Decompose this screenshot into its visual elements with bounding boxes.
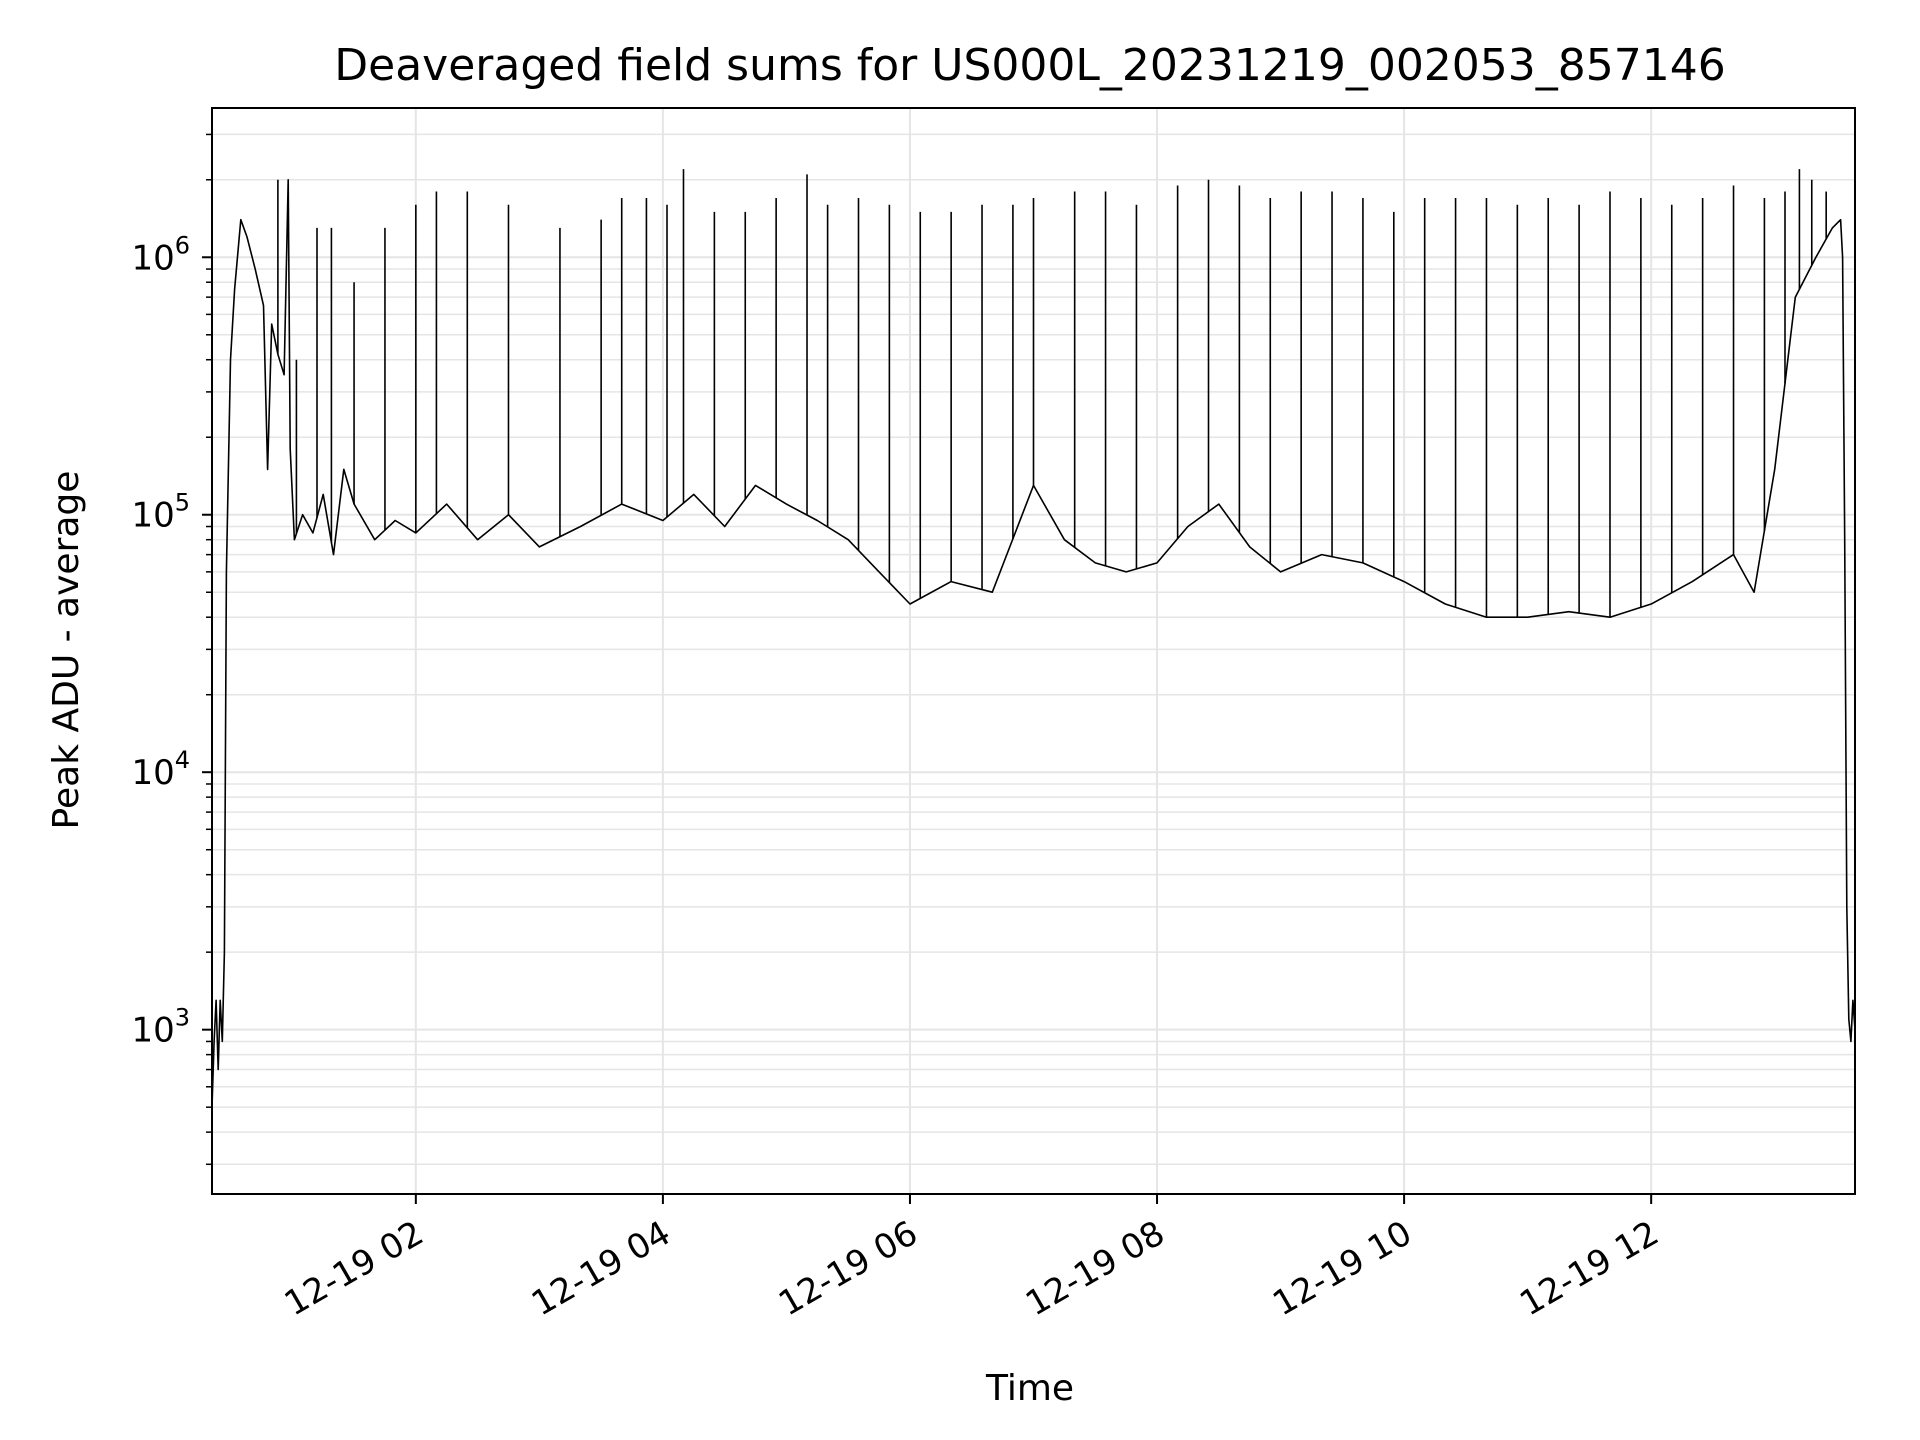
y-tick-label: 104 (131, 746, 190, 793)
y-tick-label: 103 (131, 1004, 190, 1051)
series-line (211, 179, 1856, 1108)
ticks (202, 133, 1653, 1204)
x-axis-label: Time (985, 1368, 1074, 1409)
series-layer (211, 169, 1856, 1108)
minor-grid (212, 133, 1855, 1166)
major-grid (212, 108, 1855, 1194)
y-tick-label: 106 (131, 231, 190, 278)
y-axis-label: Peak ADU - average (46, 471, 87, 830)
axes-frame (211, 107, 1856, 1195)
y-tick-label: 105 (131, 489, 190, 536)
chart-title: Deaveraged field sums for US000L_2023121… (334, 40, 1726, 91)
